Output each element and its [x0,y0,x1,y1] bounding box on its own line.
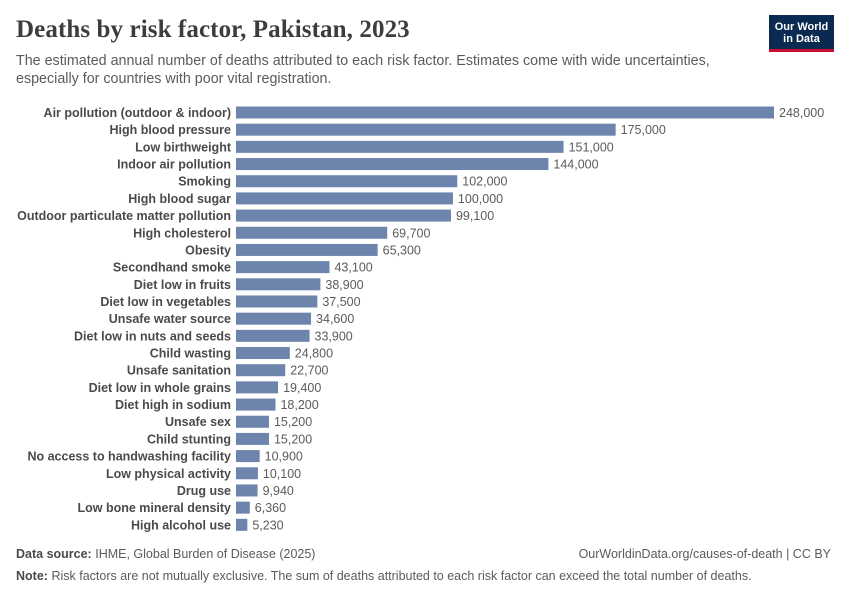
value-label: 99,100 [456,209,494,223]
value-label: 100,000 [458,192,503,206]
category-label: Smoking [178,175,231,189]
bar[interactable] [236,518,248,531]
bar[interactable] [236,158,549,171]
bar[interactable] [236,295,318,308]
value-label: 65,300 [383,243,421,257]
value-label: 43,100 [334,261,372,275]
category-label: Diet high in sodium [115,398,231,412]
bar[interactable] [236,123,616,136]
bar[interactable] [236,209,451,222]
bar[interactable] [236,226,388,239]
category-label: Unsafe water source [109,312,231,326]
bar[interactable] [236,501,250,514]
category-label: High blood sugar [128,192,231,206]
bar[interactable] [236,140,564,153]
note-label: Note: [16,569,48,583]
value-label: 10,900 [265,450,303,464]
category-label: No access to handwashing facility [27,450,231,464]
source-url[interactable]: OurWorldinData.org/causes-of-death | CC … [578,547,831,561]
category-label: Drug use [177,484,231,498]
value-label: 15,200 [274,432,312,446]
bar[interactable] [236,261,330,274]
bar[interactable] [236,364,286,377]
bar[interactable] [236,398,276,411]
category-label: Indoor air pollution [117,158,231,172]
bar[interactable] [236,484,258,497]
value-label: 5,230 [252,518,283,532]
category-label: Unsafe sanitation [127,364,231,378]
category-label: Child wasting [150,347,231,361]
bar[interactable] [236,278,321,291]
chart-subtitle: The estimated annual number of deaths at… [16,53,710,87]
value-label: 38,900 [325,278,363,292]
chart-note: Note: Risk factors are not mutually excl… [16,569,752,583]
value-label: 9,940 [263,484,294,498]
value-label: 33,900 [315,329,353,343]
owid-logo[interactable]: Our World in Data [769,15,834,52]
value-label: 144,000 [553,158,598,172]
logo-line-2: in Data [783,33,820,45]
bar[interactable] [236,467,258,480]
value-label: 34,600 [316,312,354,326]
value-label: 102,000 [462,175,507,189]
category-label: Low birthweight [135,140,232,154]
value-label: 248,000 [779,106,824,120]
value-label: 37,500 [322,295,360,309]
value-label: 15,200 [274,415,312,429]
value-label: 10,100 [263,467,301,481]
category-label: Unsafe sex [165,415,231,429]
value-label: 175,000 [621,123,666,137]
bar[interactable] [236,106,774,119]
bar[interactable] [236,243,378,256]
value-label: 24,800 [295,347,333,361]
category-label: Low bone mineral density [78,501,232,515]
bar-chart: Air pollution (outdoor & indoor) 248,000 H… [17,106,824,532]
value-label: 151,000 [569,140,614,154]
bar[interactable] [236,381,279,394]
data-source: Data source: IHME, Global Burden of Dise… [16,547,315,561]
category-label: Low physical activity [106,467,231,481]
chart-title: Deaths by risk factor, Pakistan, 2023 [16,16,410,43]
category-label: Obesity [185,243,231,257]
category-label: High cholesterol [133,226,231,240]
category-label: Air pollution (outdoor & indoor) [44,106,231,120]
bar[interactable] [236,415,269,428]
bar[interactable] [236,329,310,342]
value-label: 22,700 [290,364,328,378]
category-label: Diet low in whole grains [89,381,231,395]
bar[interactable] [236,347,290,360]
value-label: 18,200 [280,398,318,412]
category-label: Outdoor particulate matter pollution [17,209,231,223]
value-label: 69,700 [392,226,430,240]
logo-line-1: Our World [774,21,829,33]
category-label: Diet low in fruits [134,278,231,292]
category-label: Diet low in vegetables [100,295,231,309]
bar[interactable] [236,192,453,205]
value-label: 6,360 [255,501,286,515]
bar[interactable] [236,432,269,445]
value-label: 19,400 [283,381,321,395]
note-text: Risk factors are not mutually exclusive.… [51,569,752,583]
data-source-label: Data source: [16,547,92,561]
category-label: Child stunting [147,432,231,446]
data-source-text[interactable]: IHME, Global Burden of Disease (2025) [95,547,316,561]
bar[interactable] [236,175,458,188]
bar[interactable] [236,450,260,463]
bar[interactable] [236,312,312,325]
category-label: Secondhand smoke [113,261,231,275]
category-label: Diet low in nuts and seeds [74,329,231,343]
category-label: High blood pressure [109,123,231,137]
category-label: High alcohol use [131,518,231,532]
